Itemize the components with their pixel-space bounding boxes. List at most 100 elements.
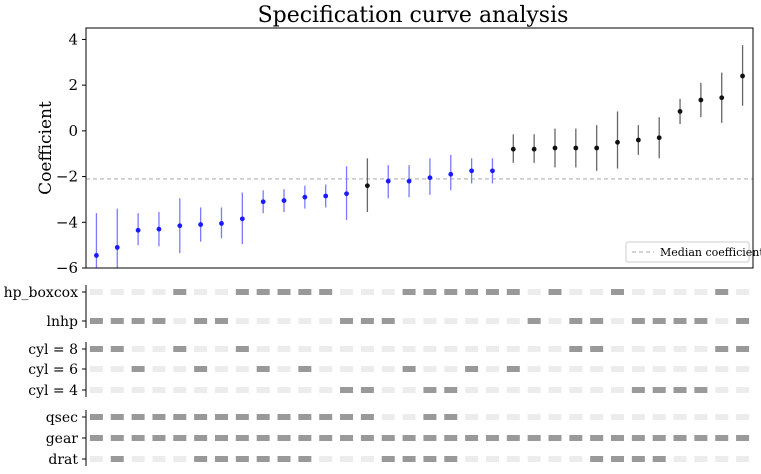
indicator-cell	[673, 414, 687, 420]
indicator-cell	[360, 318, 374, 324]
plot-frame	[85, 27, 754, 269]
indicator-cell	[694, 435, 708, 441]
indicator-cell	[485, 346, 499, 352]
indicator-cell	[214, 318, 228, 324]
data-point	[594, 145, 600, 151]
indicator-cell	[402, 366, 416, 372]
indicator-cell	[298, 318, 312, 324]
indicator-cell	[694, 289, 708, 295]
data-point	[531, 146, 537, 152]
indicator-cell	[194, 318, 208, 324]
indicator-cell	[611, 346, 625, 352]
indicator-cell	[360, 456, 374, 462]
indicator-cell	[89, 346, 103, 352]
indicator-cell	[527, 456, 541, 462]
indicator-cell	[340, 346, 354, 352]
indicator-cell	[360, 346, 374, 352]
indicator-cell	[652, 435, 666, 441]
indicator-cell	[402, 414, 416, 420]
indicator-cell	[340, 387, 354, 393]
y-tick-label: 0	[68, 122, 78, 140]
indicator-cell	[715, 318, 729, 324]
indicator-cell	[256, 289, 270, 295]
indicator-cell	[381, 346, 395, 352]
indicator-cell	[506, 456, 520, 462]
indicator-cell	[194, 387, 208, 393]
indicator-cell	[89, 289, 103, 295]
indicator-cell	[569, 366, 583, 372]
indicator-cell	[381, 366, 395, 372]
indicator-cell	[465, 435, 479, 441]
indicator-cell	[235, 387, 249, 393]
indicator-cell	[402, 289, 416, 295]
indicator-cell	[423, 366, 437, 372]
data-point	[573, 145, 579, 151]
indicator-cell	[736, 318, 750, 324]
indicator-cell	[736, 435, 750, 441]
indicator-cell	[506, 387, 520, 393]
indicator-cell	[89, 318, 103, 324]
indicator-cell	[631, 289, 645, 295]
indicator-cell	[360, 366, 374, 372]
indicator-cell	[715, 366, 729, 372]
indicator-cell	[590, 387, 604, 393]
indicator-cell	[173, 387, 187, 393]
indicator-cell	[194, 366, 208, 372]
indicator-row-label: qsec	[46, 410, 78, 426]
indicator-cell	[631, 318, 645, 324]
indicator-row-label: cyl = 6	[28, 362, 78, 378]
indicator-cell	[548, 366, 562, 372]
indicator-cell	[173, 414, 187, 420]
indicator-cell	[652, 456, 666, 462]
data-point	[323, 193, 329, 199]
indicator-cell	[235, 346, 249, 352]
indicator-cell	[402, 346, 416, 352]
indicator-cell	[152, 289, 166, 295]
indicator-cell	[110, 414, 124, 420]
indicator-cell	[423, 414, 437, 420]
indicator-cell	[590, 435, 604, 441]
indicator-cell	[548, 318, 562, 324]
indicator-cell	[173, 346, 187, 352]
indicator-cell	[673, 456, 687, 462]
indicator-cell	[465, 387, 479, 393]
indicator-cell	[381, 456, 395, 462]
indicator-cell	[319, 366, 333, 372]
indicator-cell	[631, 456, 645, 462]
data-point	[406, 178, 412, 184]
indicator-cell	[235, 289, 249, 295]
indicator-cell	[444, 318, 458, 324]
data-point	[198, 222, 204, 227]
indicator-cell	[277, 366, 291, 372]
indicator-cell	[319, 387, 333, 393]
indicator-cell	[214, 387, 228, 393]
indicator-cell	[694, 346, 708, 352]
indicator-cell	[423, 346, 437, 352]
data-point	[635, 137, 641, 143]
indicator-cell	[256, 387, 270, 393]
indicator-cell	[736, 414, 750, 420]
indicator-cell	[652, 387, 666, 393]
indicator-cell	[652, 366, 666, 372]
data-point	[469, 168, 475, 174]
data-point	[698, 97, 704, 103]
indicator-cell	[590, 318, 604, 324]
indicator-cell	[485, 318, 499, 324]
indicator-cell	[590, 366, 604, 372]
indicator-cell	[298, 387, 312, 393]
y-tick-label: −4	[56, 213, 78, 231]
indicator-cell	[277, 456, 291, 462]
indicator-cell	[485, 387, 499, 393]
indicator-cell	[319, 346, 333, 352]
data-point	[448, 171, 454, 177]
indicator-cell	[569, 318, 583, 324]
indicator-cell	[402, 387, 416, 393]
data-point	[510, 146, 516, 152]
indicator-cell	[131, 414, 145, 420]
indicator-cell	[465, 318, 479, 324]
indicator-cell	[652, 346, 666, 352]
y-tick-label: −2	[56, 168, 78, 186]
indicator-cell	[423, 387, 437, 393]
indicator-cell	[506, 366, 520, 372]
indicator-cell	[340, 435, 354, 441]
